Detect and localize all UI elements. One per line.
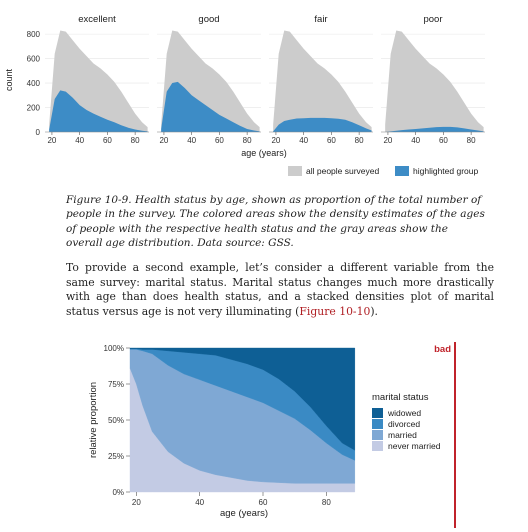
- y-tick-label: 0%: [112, 488, 124, 497]
- x-tick-label: 60: [215, 136, 224, 145]
- x-tick-label: 80: [131, 136, 140, 145]
- x-tick-label: 80: [467, 136, 476, 145]
- legend-swatch-highlight: [395, 166, 409, 176]
- x-tick-label: 20: [132, 498, 141, 507]
- y-tick-label: 200: [27, 104, 41, 113]
- x-tick-label: 80: [322, 498, 331, 507]
- x-tick-label: 60: [259, 498, 268, 507]
- x-tick-label: 20: [383, 136, 392, 145]
- area-all-people-fair: [273, 30, 372, 132]
- y-axis-label: relative proportion: [88, 382, 99, 458]
- y-tick-label: 50%: [108, 416, 124, 425]
- x-tick-label: 40: [411, 136, 420, 145]
- legend-label: married: [388, 430, 417, 440]
- legend-title: marital status: [372, 392, 429, 403]
- legend-swatch: [372, 441, 383, 451]
- legend-swatch: [372, 408, 383, 418]
- legend-swatch: [372, 419, 383, 429]
- area-highlighted-excellent: [49, 90, 148, 132]
- legend-swatch-all: [288, 166, 302, 176]
- legend-swatch: [372, 430, 383, 440]
- legend-label-all: all people surveyed: [306, 166, 380, 176]
- legend-label: widowed: [387, 408, 421, 418]
- marital-status-figure: 0% 25% 50% 75% 100% relative proportion 20 40 60…: [88, 342, 456, 528]
- area-all-people-poor: [385, 30, 484, 132]
- x-axis-label: age (years): [220, 508, 268, 519]
- area-highlighted-good: [161, 81, 260, 132]
- x-tick-label: 60: [327, 136, 336, 145]
- body-text-end: ).: [370, 304, 378, 318]
- panel-title-good: good: [198, 14, 219, 25]
- panel-title-poor: poor: [423, 14, 442, 25]
- x-tick-label: 40: [75, 136, 84, 145]
- y-tick-label: 75%: [108, 380, 124, 389]
- x-axis-label: age (years): [241, 148, 287, 158]
- y-tick-label: 25%: [108, 452, 124, 461]
- x-tick-label: 80: [243, 136, 252, 145]
- panel-title-fair: fair: [314, 14, 327, 25]
- y-tick-label: 0: [36, 128, 41, 137]
- area-highlighted-fair: [273, 117, 372, 132]
- legend-label: divorced: [388, 419, 420, 429]
- legend-label: never married: [388, 441, 441, 451]
- x-tick-label: 40: [299, 136, 308, 145]
- figure-caption: Figure 10-9. Health status by age, shown…: [66, 194, 485, 249]
- figure-link[interactable]: Figure 10-10: [299, 304, 371, 318]
- x-tick-label: 40: [195, 498, 204, 507]
- x-tick-label: 80: [355, 136, 364, 145]
- area-widowed: [129, 347, 356, 451]
- health-status-figure: 0 200 400 600 800 count excellent 20 40 60 80 good 2…: [4, 14, 485, 176]
- bad-label: bad: [434, 344, 451, 355]
- y-tick-label: 800: [27, 30, 41, 39]
- x-tick-label: 60: [103, 136, 112, 145]
- y-tick-label: 400: [27, 79, 41, 88]
- x-tick-label: 60: [439, 136, 448, 145]
- body-paragraph: To provide a second example, let’s consi…: [66, 261, 494, 319]
- x-tick-label: 40: [187, 136, 196, 145]
- y-tick-label: 100%: [104, 344, 124, 353]
- y-axis-label: count: [4, 68, 14, 91]
- y-tick-label: 600: [27, 55, 41, 64]
- x-tick-label: 20: [47, 136, 56, 145]
- x-tick-label: 20: [271, 136, 280, 145]
- x-tick-label: 20: [159, 136, 168, 145]
- panel-title-excellent: excellent: [78, 14, 116, 25]
- area-highlighted-poor: [385, 126, 484, 132]
- body-text: To provide a second example, let’s consi…: [66, 261, 494, 318]
- legend-label-highlight: highlighted group: [413, 166, 478, 176]
